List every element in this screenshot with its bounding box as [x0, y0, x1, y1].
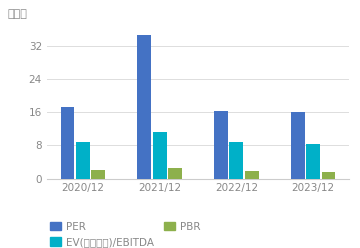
Bar	[291, 112, 305, 179]
Bar	[214, 111, 228, 179]
Bar	[60, 107, 75, 179]
Bar	[321, 172, 336, 179]
Bar	[306, 144, 320, 179]
Bar	[76, 142, 90, 179]
Bar	[229, 142, 243, 179]
Text: （배）: （배）	[8, 9, 27, 19]
Bar	[245, 171, 259, 179]
Bar	[168, 168, 182, 179]
Bar	[137, 35, 151, 179]
Bar	[153, 132, 167, 179]
Bar	[91, 170, 105, 179]
Legend: PER, EV(지분조정)/EBITDA, PBR: PER, EV(지분조정)/EBITDA, PBR	[46, 217, 204, 248]
